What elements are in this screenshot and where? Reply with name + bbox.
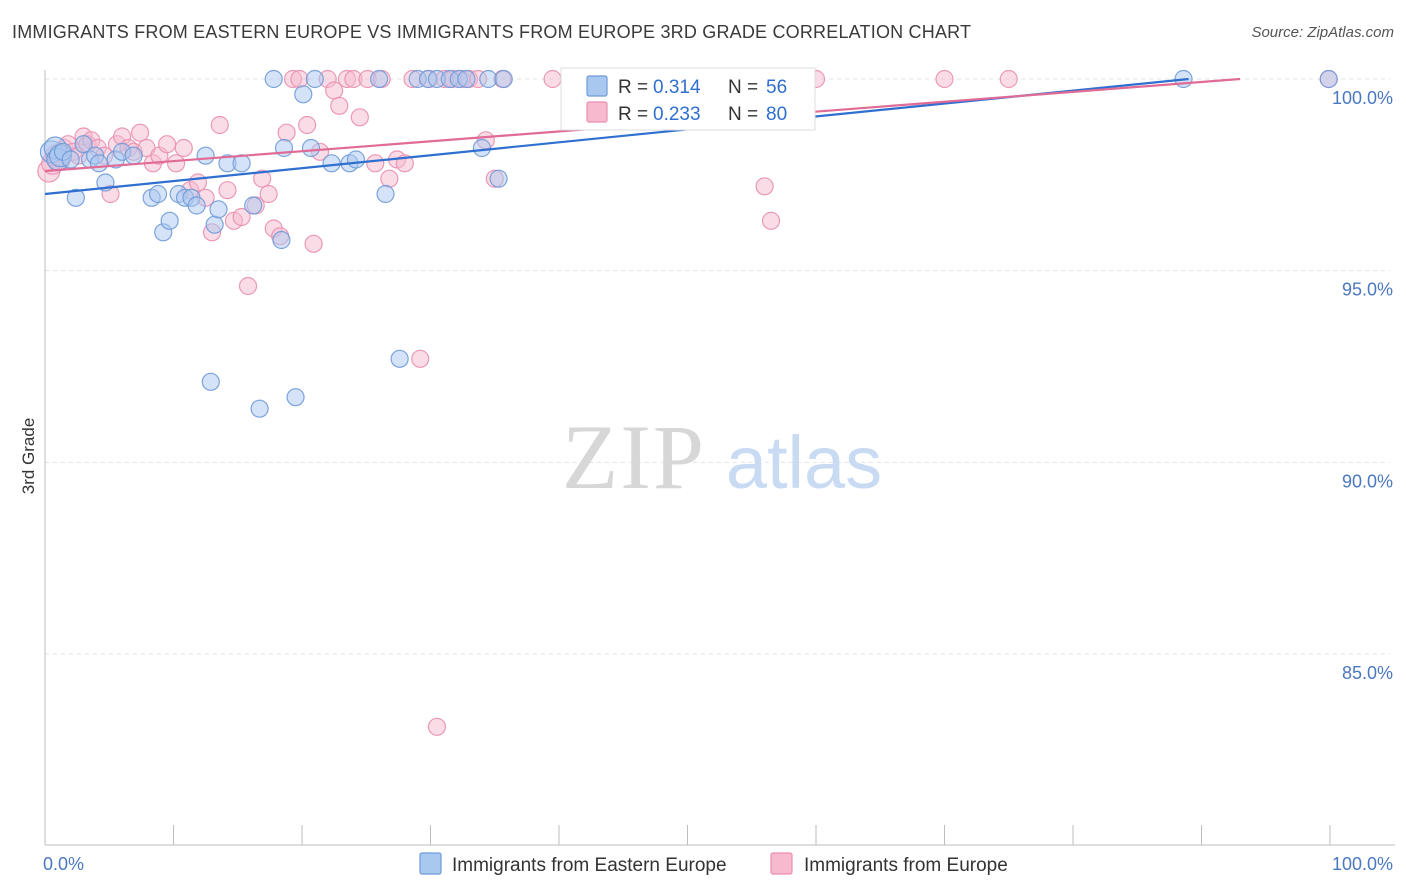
data-point bbox=[294, 85, 313, 104]
legend-swatch-pink bbox=[586, 101, 608, 123]
data-point bbox=[411, 349, 430, 368]
axes bbox=[44, 70, 1395, 846]
data-point bbox=[89, 154, 109, 173]
chart-source: Source: ZipAtlas.com bbox=[1251, 24, 1394, 41]
data-point bbox=[286, 388, 305, 407]
data-point bbox=[366, 154, 385, 173]
legend-r-label-blue: R = bbox=[618, 77, 648, 98]
data-point bbox=[427, 717, 447, 736]
data-point bbox=[157, 135, 177, 154]
data-point bbox=[489, 169, 508, 188]
watermark-atlas: atlas bbox=[726, 421, 882, 504]
data-point bbox=[253, 169, 272, 188]
data-point bbox=[238, 276, 258, 296]
bottom-legend-swatch-blue bbox=[419, 852, 442, 875]
data-point bbox=[290, 69, 309, 89]
data-point bbox=[160, 211, 179, 230]
y-tick-label: 90.0% bbox=[1342, 471, 1393, 491]
data-point bbox=[380, 169, 399, 188]
tick-labels: 100.0% 95.0% 90.0% 85.0% 0.0% 100.0% bbox=[43, 88, 1393, 874]
legend-r-label-pink: R = bbox=[618, 104, 648, 125]
legend-n-label-blue: N = bbox=[728, 77, 758, 98]
data-point bbox=[1319, 69, 1338, 89]
data-point bbox=[74, 135, 93, 154]
data-point bbox=[130, 123, 150, 142]
data-point bbox=[209, 200, 228, 219]
bottom-legend: Immigrants from Eastern Europe Immigrant… bbox=[419, 852, 1008, 876]
y-tick-label: 85.0% bbox=[1342, 663, 1393, 683]
data-point bbox=[305, 69, 324, 89]
data-point bbox=[494, 69, 513, 89]
data-point bbox=[210, 115, 229, 135]
data-point bbox=[479, 69, 498, 89]
data-point bbox=[301, 138, 321, 158]
data-point bbox=[205, 215, 224, 234]
data-point bbox=[196, 146, 215, 165]
data-point bbox=[148, 184, 168, 204]
data-point bbox=[370, 69, 389, 89]
watermark-zip: ZIP bbox=[562, 406, 706, 508]
data-point bbox=[472, 138, 491, 158]
data-point bbox=[457, 69, 476, 89]
data-point bbox=[187, 196, 206, 215]
chart-title: IMMIGRANTS FROM EASTERN EUROPE VS IMMIGR… bbox=[12, 22, 972, 42]
data-point bbox=[61, 150, 80, 169]
data-point bbox=[250, 399, 269, 418]
data-point bbox=[999, 69, 1018, 89]
data-point bbox=[244, 196, 263, 215]
data-point bbox=[174, 138, 193, 158]
data-point bbox=[761, 211, 781, 230]
data-point bbox=[218, 181, 237, 200]
data-point bbox=[346, 150, 366, 169]
data-point bbox=[264, 69, 283, 89]
legend-r-value-pink: 0.233 bbox=[653, 104, 701, 125]
bottom-legend-label-blue: Immigrants from Eastern Europe bbox=[452, 855, 727, 876]
data-point bbox=[232, 207, 251, 227]
data-point bbox=[304, 234, 323, 253]
stats-legend: R = 0.314 N = 56 R = 0.233 N = 80 bbox=[560, 67, 816, 131]
x-tick-label: 0.0% bbox=[43, 854, 84, 874]
legend-n-value-pink: 80 bbox=[766, 104, 787, 125]
data-point bbox=[298, 115, 317, 135]
data-point bbox=[390, 349, 409, 368]
legend-swatch-blue bbox=[586, 75, 608, 97]
data-point bbox=[755, 177, 774, 196]
data-point bbox=[272, 230, 291, 250]
data-point bbox=[201, 372, 220, 391]
y-tick-label: 100.0% bbox=[1332, 88, 1393, 108]
data-point bbox=[166, 154, 186, 173]
data-point bbox=[188, 173, 208, 192]
data-point bbox=[935, 69, 954, 89]
x-tick-label: 100.0% bbox=[1332, 854, 1393, 874]
data-point bbox=[376, 184, 395, 204]
data-point bbox=[277, 123, 296, 142]
data-point bbox=[330, 96, 349, 115]
bottom-legend-swatch-pink bbox=[770, 852, 793, 875]
data-point bbox=[322, 154, 341, 173]
data-point bbox=[124, 146, 143, 165]
legend-r-value-blue: 0.314 bbox=[653, 77, 701, 98]
legend-n-value-blue: 56 bbox=[766, 77, 787, 98]
series-eastern-europe-points bbox=[39, 69, 1338, 418]
data-point bbox=[259, 184, 278, 204]
data-point bbox=[543, 69, 562, 89]
y-tick-label: 95.0% bbox=[1342, 280, 1393, 300]
data-point bbox=[66, 188, 85, 207]
data-point bbox=[350, 108, 369, 127]
legend-n-label-pink: N = bbox=[728, 104, 758, 125]
y-axis-label: 3rd Grade bbox=[19, 418, 38, 495]
bottom-legend-label-pink: Immigrants from Europe bbox=[804, 855, 1008, 876]
